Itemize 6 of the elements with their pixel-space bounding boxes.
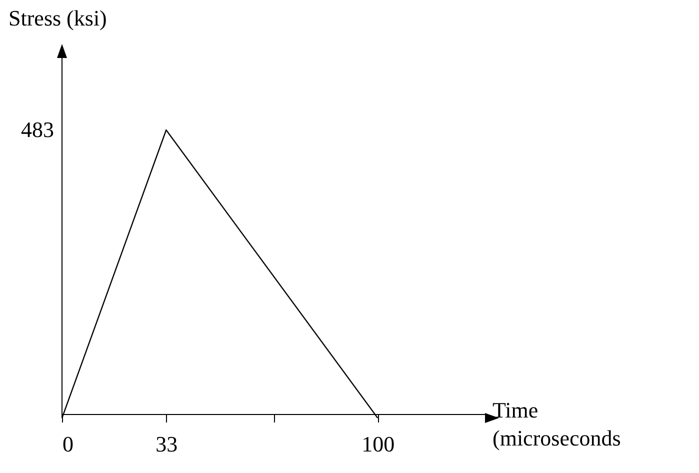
x-tick-label: 0 [62,432,74,456]
text: 483 [21,117,54,142]
x-tick-label: 100 [362,432,395,456]
x-axis-title: Time (microseconds [492,398,621,450]
x-tick-label: 33 [156,432,178,456]
y-axis-title: Stress (ksi) [8,6,107,30]
